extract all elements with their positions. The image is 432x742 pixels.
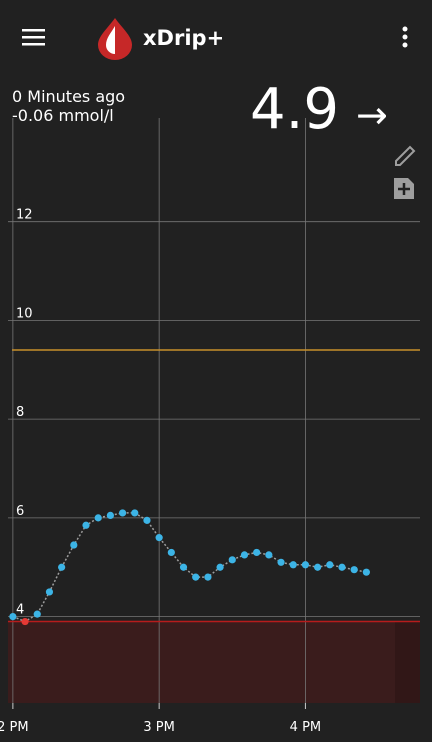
menu-bar: [22, 43, 45, 46]
reading-point: [33, 610, 41, 618]
dot: [402, 34, 408, 40]
reading-point: [228, 556, 236, 564]
reading-point: [106, 511, 114, 520]
reading-point: [9, 613, 17, 621]
reading-point: [326, 561, 334, 569]
glucose-value: 4.9: [250, 77, 339, 142]
x-tick-label: 4 PM: [290, 720, 321, 735]
app-title: xDrip+: [143, 26, 224, 50]
blood-test-button[interactable]: [395, 145, 416, 166]
y-tick-label: 6: [16, 504, 24, 519]
reading-point: [338, 563, 346, 571]
y-tick-label: 4: [16, 603, 24, 618]
x-tick-label: 3 PM: [143, 720, 174, 735]
reading-point: [362, 568, 370, 576]
reading-delta: -0.06 mmol/l: [12, 106, 114, 125]
reading-point: [240, 551, 249, 559]
y-tick-label: 10: [16, 306, 33, 321]
dot: [402, 42, 408, 48]
reading-point: [45, 588, 54, 596]
drop-highlight: [106, 26, 115, 54]
reading-point: [143, 516, 151, 524]
reading-point: [192, 573, 200, 581]
reading-point: [289, 561, 297, 569]
menu-bar: [22, 29, 45, 32]
menu-button[interactable]: [22, 29, 45, 46]
reading-point: [82, 521, 90, 529]
y-tick-label: 8: [16, 405, 24, 420]
low-zone: [8, 621, 420, 703]
reading-point: [277, 558, 285, 566]
reading-point: [118, 509, 127, 517]
reading-point: [253, 548, 261, 557]
reading-point: [21, 617, 29, 626]
reading-point: [216, 563, 224, 571]
reading-point: [70, 541, 78, 549]
chart: 4 6 8 10 12 2 PM 3 PM 4 PM: [0, 118, 420, 735]
dot: [402, 26, 408, 32]
trend-arrow: →: [356, 93, 388, 137]
add-note-button[interactable]: [394, 178, 414, 199]
x-tick-label: 2 PM: [0, 720, 29, 735]
overflow-menu[interactable]: [402, 26, 408, 48]
reading-point: [179, 563, 188, 571]
trace-line: [12, 512, 367, 623]
menu-bar: [22, 36, 45, 39]
reading-point: [265, 551, 273, 559]
reading-point: [301, 561, 310, 569]
reading-point: [350, 566, 358, 574]
pipette-icon: [395, 145, 416, 166]
prediction-zone: [395, 621, 420, 703]
reading-point: [314, 563, 322, 571]
reading-point: [58, 563, 66, 571]
reading-point: [155, 534, 163, 542]
app-logo: [98, 18, 132, 60]
reading-point: [167, 548, 175, 557]
reading-point: [94, 514, 102, 522]
reading-age: 0 Minutes ago: [12, 87, 125, 106]
plus: [398, 183, 410, 195]
reading-point: [131, 509, 139, 517]
y-tick-label: 12: [16, 208, 33, 223]
reading-point: [204, 573, 212, 581]
